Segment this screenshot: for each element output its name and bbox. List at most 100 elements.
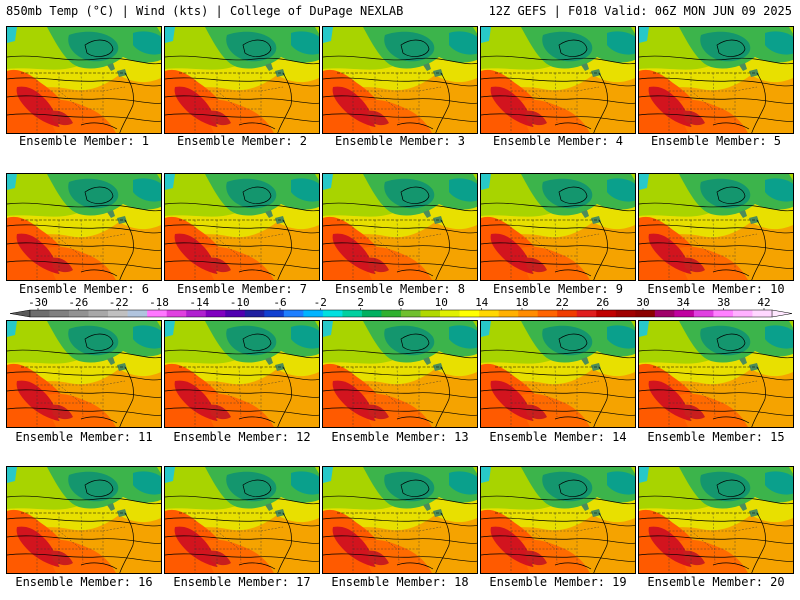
colorbar-tick-label: 38 bbox=[717, 296, 730, 309]
colorbar-tick-label: -2 bbox=[314, 296, 327, 309]
ensemble-map-panel bbox=[480, 173, 636, 281]
ensemble-map-panel bbox=[164, 173, 320, 281]
ensemble-map-panel bbox=[480, 26, 636, 134]
temperature-map bbox=[481, 467, 635, 573]
colorbar-swatch bbox=[635, 310, 656, 317]
temperature-map bbox=[481, 321, 635, 427]
ensemble-member-label: Ensemble Member: 9 bbox=[492, 282, 624, 296]
temperature-map bbox=[165, 174, 319, 280]
ensemble-map-panel bbox=[638, 173, 794, 281]
colorbar-tick-label: -18 bbox=[149, 296, 169, 309]
ensemble-map-panel bbox=[638, 466, 794, 574]
colorbar-tick-label: -10 bbox=[230, 296, 250, 309]
colorbar-swatch bbox=[576, 310, 597, 317]
colorbar-swatch bbox=[537, 310, 558, 317]
colorbar-swatch bbox=[108, 310, 128, 317]
colorbar-swatch bbox=[69, 310, 89, 317]
ensemble-member-label: Ensemble Member: 5 bbox=[650, 134, 782, 148]
colorbar-swatch bbox=[674, 310, 695, 317]
ensemble-member-label: Ensemble Member: 10 bbox=[647, 282, 785, 296]
colorbar-swatch bbox=[440, 310, 460, 317]
colorbar-tick-label: 10 bbox=[435, 296, 448, 309]
temperature-map bbox=[639, 321, 793, 427]
ensemble-map-panel bbox=[164, 26, 320, 134]
ensemble-member-label: Ensemble Member: 3 bbox=[334, 134, 466, 148]
temperature-colorbar: -30 -26 -22 -18 -14 -10 -6 -2 2 6 10 14 18 22 26 30 34 38… bbox=[6, 296, 794, 324]
ensemble-member-label: Ensemble Member: 15 bbox=[647, 430, 785, 444]
temperature-map bbox=[639, 174, 793, 280]
colorbar-swatch bbox=[596, 310, 617, 317]
ensemble-member-label: Ensemble Member: 2 bbox=[176, 134, 308, 148]
ensemble-member-label: Ensemble Member: 6 bbox=[18, 282, 150, 296]
ensemble-map-panel bbox=[480, 320, 636, 428]
colorbar-tick-label: -6 bbox=[273, 296, 286, 309]
colorbar-swatch bbox=[225, 310, 246, 317]
model-valid-time: 12Z GEFS | F018 Valid: 06Z MON JUN 09 20… bbox=[488, 4, 792, 18]
colorbar-swatch bbox=[713, 310, 734, 317]
colorbar-tick-label: 30 bbox=[636, 296, 649, 309]
colorbar-swatch bbox=[615, 310, 636, 317]
colorbar-swatch bbox=[420, 310, 441, 317]
ensemble-member-label: Ensemble Member: 8 bbox=[334, 282, 466, 296]
ensemble-map-panel bbox=[638, 26, 794, 134]
colorbar-tick-label: -14 bbox=[189, 296, 209, 309]
temperature-map bbox=[7, 467, 161, 573]
colorbar-tick-label: 26 bbox=[596, 296, 609, 309]
colorbar-tick-label: -26 bbox=[68, 296, 88, 309]
colorbar-tick-label: 42 bbox=[757, 296, 770, 309]
colorbar-tick-label: 6 bbox=[398, 296, 405, 309]
ensemble-member-label: Ensemble Member: 1 bbox=[18, 134, 150, 148]
colorbar-tick-label: -30 bbox=[28, 296, 48, 309]
colorbar-swatch bbox=[557, 310, 578, 317]
ensemble-map-panel bbox=[164, 466, 320, 574]
ensemble-map-panel bbox=[322, 320, 478, 428]
temperature-map bbox=[165, 321, 319, 427]
temperature-map bbox=[165, 27, 319, 133]
ensemble-member-label: Ensemble Member: 16 bbox=[15, 575, 153, 589]
temperature-map bbox=[323, 467, 477, 573]
colorbar-tick-label: 2 bbox=[357, 296, 364, 309]
ensemble-map-panel bbox=[164, 320, 320, 428]
ensemble-map-panel bbox=[6, 26, 162, 134]
temperature-map bbox=[481, 174, 635, 280]
colorbar-swatch bbox=[459, 310, 480, 317]
ensemble-map-panel bbox=[322, 466, 478, 574]
ensemble-member-label: Ensemble Member: 20 bbox=[647, 575, 785, 589]
colorbar-tick-label: 14 bbox=[475, 296, 489, 309]
ensemble-map-panel bbox=[480, 466, 636, 574]
ensemble-map-panel bbox=[6, 173, 162, 281]
colorbar-swatch bbox=[88, 310, 109, 317]
colorbar-tick-label: 22 bbox=[556, 296, 569, 309]
ensemble-member-label: Ensemble Member: 19 bbox=[489, 575, 627, 589]
temperature-map bbox=[481, 27, 635, 133]
colorbar-tick-label: 18 bbox=[515, 296, 528, 309]
temperature-map bbox=[323, 27, 477, 133]
ensemble-map-panel bbox=[322, 26, 478, 134]
temperature-map bbox=[7, 27, 161, 133]
colorbar-swatch bbox=[498, 310, 519, 317]
ensemble-member-label: Ensemble Member: 18 bbox=[331, 575, 469, 589]
colorbar-swatch bbox=[166, 310, 187, 317]
colorbar-swatch bbox=[147, 310, 167, 317]
ensemble-member-label: Ensemble Member: 17 bbox=[173, 575, 311, 589]
temperature-map bbox=[7, 321, 161, 427]
colorbar-swatch bbox=[361, 310, 382, 317]
ensemble-member-label: Ensemble Member: 13 bbox=[331, 430, 469, 444]
temperature-map bbox=[639, 27, 793, 133]
colorbar-swatch bbox=[654, 310, 675, 317]
colorbar-swatch bbox=[205, 310, 226, 317]
ensemble-member-label: Ensemble Member: 11 bbox=[15, 430, 153, 444]
temperature-map bbox=[323, 321, 477, 427]
colorbar-tick-label: -22 bbox=[109, 296, 129, 309]
temperature-map bbox=[639, 467, 793, 573]
ensemble-member-label: Ensemble Member: 4 bbox=[492, 134, 624, 148]
ensemble-map-panel bbox=[6, 466, 162, 574]
colorbar-swatch bbox=[283, 310, 304, 317]
colorbar-swatch bbox=[381, 310, 402, 317]
colorbar-min-arrow bbox=[9, 309, 31, 318]
colorbar-tick-label: 34 bbox=[677, 296, 691, 309]
ensemble-map-panel bbox=[322, 173, 478, 281]
colorbar-swatch bbox=[732, 310, 753, 317]
colorbar-max-arrow bbox=[771, 309, 793, 318]
ensemble-member-label: Ensemble Member: 7 bbox=[176, 282, 308, 296]
